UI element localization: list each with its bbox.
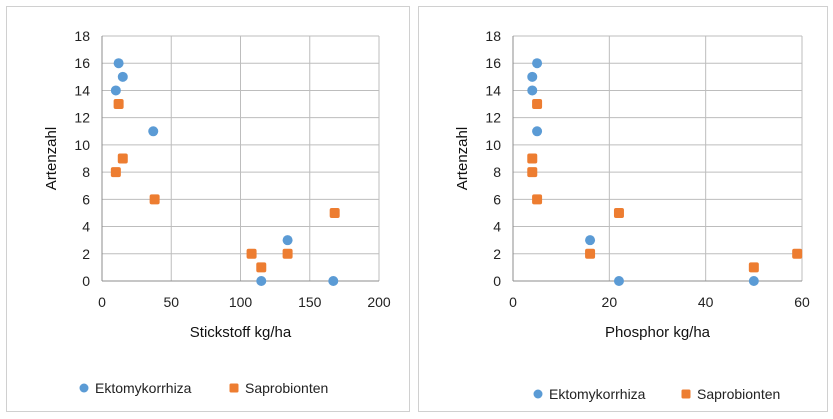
data-point bbox=[613, 276, 624, 286]
data-point bbox=[748, 262, 759, 273]
legend-label: Ektomykorrhiza bbox=[95, 380, 192, 396]
legend-marker bbox=[79, 383, 89, 393]
x-tick-label: 50 bbox=[163, 294, 179, 310]
data-point bbox=[256, 276, 267, 286]
series-ektomykorrhiza bbox=[527, 58, 759, 286]
legend-label: Saprobionten bbox=[245, 380, 328, 396]
data-point bbox=[148, 126, 159, 137]
data-point bbox=[110, 85, 121, 96]
data-point bbox=[246, 248, 257, 259]
x-tick-label: 0 bbox=[509, 294, 517, 310]
y-tick-label: 12 bbox=[485, 110, 501, 126]
x-tick-label: 200 bbox=[367, 294, 391, 310]
data-point bbox=[329, 207, 340, 218]
data-point bbox=[527, 71, 538, 82]
x-tick-label: 150 bbox=[298, 294, 322, 310]
data-point bbox=[113, 58, 124, 69]
y-tick-label: 16 bbox=[485, 55, 501, 71]
chart-panel-phosphorus: 0 2 4 6 8 10 12 14 16 18 0 20 40 60 Phosphor kg/ha Arte… bbox=[454, 28, 810, 402]
data-point bbox=[532, 126, 543, 137]
series-saprobionten bbox=[110, 99, 340, 273]
x-tick-label: 20 bbox=[602, 294, 618, 310]
data-point bbox=[527, 167, 538, 178]
x-tick-label: 40 bbox=[698, 294, 714, 310]
y-tick-label: 10 bbox=[485, 137, 501, 153]
y-tick-label: 10 bbox=[74, 137, 90, 153]
y-tick-label: 4 bbox=[493, 219, 501, 235]
y-tick-label: 2 bbox=[82, 246, 90, 262]
y-tick-label: 18 bbox=[485, 28, 501, 44]
data-point bbox=[532, 194, 543, 205]
y-tick-label: 0 bbox=[82, 273, 90, 289]
data-point bbox=[585, 248, 596, 259]
legend-item: Saprobionten bbox=[229, 380, 328, 396]
y-tick-label: 18 bbox=[74, 28, 90, 44]
x-tick-label: 0 bbox=[98, 294, 106, 310]
y-tick-label: 6 bbox=[82, 191, 90, 207]
y-tick-label: 4 bbox=[82, 219, 90, 235]
x-tick-label: 100 bbox=[229, 294, 253, 310]
legend-marker bbox=[681, 389, 691, 399]
y-tick-label: 2 bbox=[493, 246, 501, 262]
data-point bbox=[117, 153, 128, 164]
legend-marker bbox=[533, 389, 543, 399]
data-point bbox=[256, 262, 267, 273]
data-point bbox=[532, 58, 543, 69]
legend-marker bbox=[229, 383, 239, 393]
y-tick-label: 6 bbox=[493, 191, 501, 207]
data-point bbox=[792, 248, 803, 259]
y-axis-title: Artenzahl bbox=[43, 127, 60, 190]
y-tick-label: 8 bbox=[82, 164, 90, 180]
data-point bbox=[585, 235, 596, 246]
y-axis-title: Artenzahl bbox=[454, 127, 471, 190]
y-tick-label: 0 bbox=[493, 273, 501, 289]
legend-item: Ektomykorrhiza bbox=[533, 386, 646, 402]
data-point bbox=[117, 71, 128, 82]
data-point bbox=[613, 207, 624, 218]
chart-panel-nitrogen: 0 2 4 6 8 10 12 14 16 18 0 50 100 150 200 Stickstoff kg… bbox=[43, 28, 391, 396]
data-point bbox=[532, 99, 543, 110]
data-point bbox=[282, 235, 293, 246]
y-tick-label: 12 bbox=[74, 110, 90, 126]
data-point bbox=[113, 99, 124, 110]
x-tick-label: 60 bbox=[794, 294, 810, 310]
legend-label: Saprobionten bbox=[697, 386, 780, 402]
y-tick-label: 14 bbox=[485, 82, 501, 98]
data-point bbox=[527, 85, 538, 96]
series-ektomykorrhiza bbox=[110, 58, 339, 286]
data-point bbox=[527, 153, 538, 164]
data-point bbox=[328, 276, 339, 286]
chart-panel-nitrogen-frame bbox=[6, 6, 410, 412]
data-point bbox=[110, 167, 121, 178]
series-saprobionten bbox=[527, 99, 803, 273]
x-axis-title: Phosphor kg/ha bbox=[605, 324, 711, 341]
legend-label: Ektomykorrhiza bbox=[549, 386, 646, 402]
legend-item: Ektomykorrhiza bbox=[79, 380, 192, 396]
data-point bbox=[748, 276, 759, 286]
data-point bbox=[149, 194, 160, 205]
data-point bbox=[282, 248, 293, 259]
y-tick-label: 8 bbox=[493, 164, 501, 180]
y-tick-label: 16 bbox=[74, 55, 90, 71]
legend-item: Saprobionten bbox=[681, 386, 780, 402]
y-tick-label: 14 bbox=[74, 82, 90, 98]
x-axis-title: Stickstoff kg/ha bbox=[190, 324, 292, 341]
